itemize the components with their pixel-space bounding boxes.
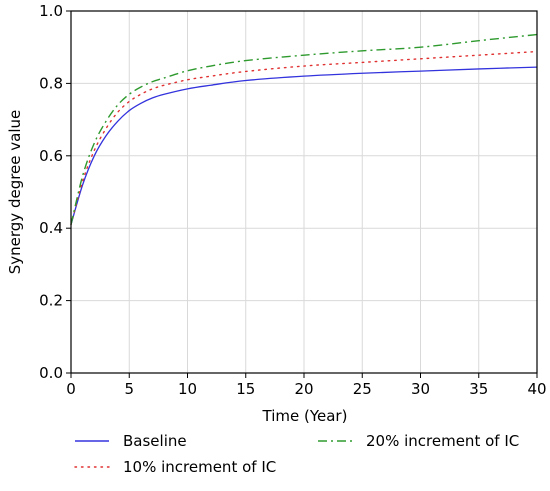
x-tick-label: 20	[294, 380, 313, 398]
series-line-1	[70, 66, 538, 225]
x-tick-label: 10	[178, 380, 197, 398]
grid-lines	[70, 10, 538, 374]
y-axis-title: Synergy degree value	[6, 110, 24, 275]
x-tick-label: 25	[353, 380, 372, 398]
y-tick-label: 0.4	[39, 219, 63, 237]
y-tick-label: 0.2	[39, 292, 63, 310]
series-line-3	[70, 33, 538, 225]
legend-label: 10% increment of IC	[123, 458, 276, 476]
legend-label: 20% increment of IC	[366, 432, 519, 450]
x-tick-label: 0	[66, 380, 76, 398]
plot-frame	[70, 10, 538, 374]
x-tick-label: 35	[469, 380, 488, 398]
x-tick-label: 15	[236, 380, 255, 398]
y-tick-label: 0.8	[39, 74, 63, 92]
legend: Baseline 10% increment of IC 20% increment…	[74, 432, 519, 476]
tick-labels: 0 5 10 15 20 25 30 35 40 0.0 0.2 0.4 0.6 0.8 1.0	[39, 2, 546, 398]
x-tick-label: 30	[411, 380, 430, 398]
series-line-2	[70, 50, 538, 226]
y-tick-label: 0.6	[39, 147, 63, 165]
x-tick-label: 40	[527, 380, 546, 398]
series-lines	[70, 33, 538, 226]
y-tick-label: 0.0	[39, 364, 63, 382]
x-tick-label: 5	[124, 380, 134, 398]
y-tick-label: 1.0	[39, 2, 63, 20]
axes	[66, 10, 538, 378]
x-axis-title: Time (Year)	[262, 407, 348, 425]
legend-label: Baseline	[123, 432, 187, 450]
